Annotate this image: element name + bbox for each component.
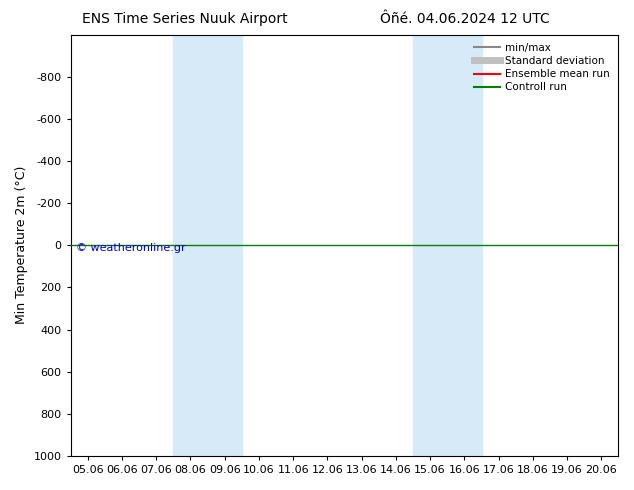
Legend: min/max, Standard deviation, Ensemble mean run, Controll run: min/max, Standard deviation, Ensemble me…	[471, 40, 613, 96]
Text: ENS Time Series Nuuk Airport: ENS Time Series Nuuk Airport	[82, 12, 288, 26]
Y-axis label: Min Temperature 2m (°C): Min Temperature 2m (°C)	[15, 166, 28, 324]
Text: © weatheronline.gr: © weatheronline.gr	[76, 243, 186, 253]
Bar	[173, 35, 242, 456]
Bar	[413, 35, 481, 456]
Text: Ôñé. 04.06.2024 12 UTC: Ôñé. 04.06.2024 12 UTC	[380, 12, 550, 26]
